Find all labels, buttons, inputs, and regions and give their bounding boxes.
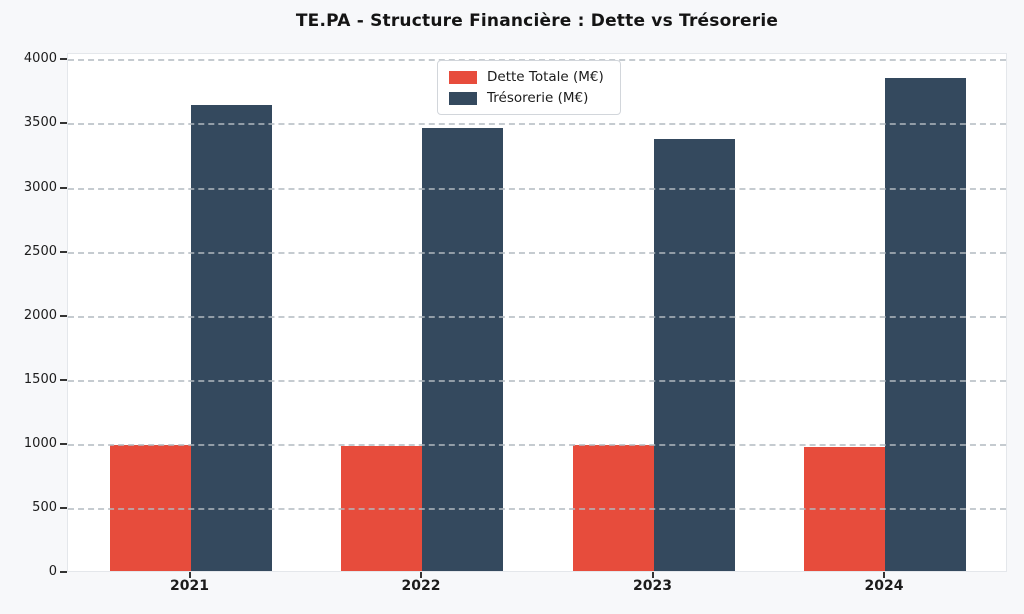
bar-tresorerie-2022 — [422, 128, 503, 571]
y-tick-label-500: 500 — [32, 499, 57, 515]
y-tick-mark — [60, 442, 67, 445]
y-tick-label-2500: 2500 — [23, 243, 57, 259]
y-tick-mark — [60, 186, 67, 189]
chart-title: TE.PA - Structure Financière : Dette vs … — [295, 11, 779, 31]
bar-tresorerie-2021 — [190, 105, 272, 571]
gridline-2500 — [68, 251, 1006, 254]
bar-tresorerie-2023 — [653, 139, 735, 571]
y-tick-label-1000: 1000 — [23, 435, 57, 451]
y-tick-mark — [60, 571, 67, 573]
legend-label: Trésorerie (M€) — [487, 90, 589, 106]
gridline-3000 — [68, 187, 1006, 190]
legend-label: Dette Totale (M€) — [487, 69, 604, 85]
y-tick-mark — [60, 378, 67, 381]
gridline-3500 — [68, 123, 1006, 126]
x-tick-mark — [188, 572, 191, 578]
x-tick-label-2021: 2021 — [170, 578, 209, 594]
y-tick-label-3000: 3000 — [23, 179, 57, 195]
x-tick-mark — [651, 572, 654, 578]
y-tick-label-3500: 3500 — [23, 115, 57, 131]
gridline-1000 — [68, 443, 1006, 446]
gridline-500 — [68, 507, 1006, 510]
y-tick-mark — [60, 122, 67, 125]
legend: Dette Totale (M€) Trésorerie (M€) — [437, 60, 621, 115]
y-tick-mark — [60, 58, 67, 61]
x-tick-mark — [420, 572, 422, 578]
gridline-1500 — [68, 379, 1006, 382]
y-tick-mark — [60, 506, 67, 509]
x-tick-label-2024: 2024 — [864, 578, 904, 594]
gridline-2000 — [68, 315, 1006, 318]
y-tick-label-0: 0 — [48, 564, 57, 579]
x-tick-label-2023: 2023 — [633, 578, 672, 594]
x-tick-mark — [883, 572, 885, 578]
x-tick-label-2022: 2022 — [401, 578, 441, 594]
y-axis-tick-labels: 0 500 1000 1500 2000 2500 3000 3500 4000 — [0, 51, 57, 579]
legend-item-tresorerie: Trésorerie (M€) — [449, 90, 604, 106]
y-tick-label-1500: 1500 — [23, 371, 57, 387]
plot-area — [67, 53, 1007, 572]
y-tick-label-2000: 2000 — [23, 307, 57, 323]
legend-swatch-icon — [449, 70, 477, 84]
y-tick-mark — [60, 250, 67, 253]
legend-swatch-icon — [449, 91, 477, 105]
bar-tresorerie-2024 — [885, 78, 966, 571]
y-tick-mark — [60, 314, 67, 317]
legend-item-dette: Dette Totale (M€) — [449, 69, 604, 85]
y-tick-label-4000: 4000 — [23, 51, 57, 67]
x-axis-tick-labels: 2021 2022 2023 2024 — [67, 578, 1007, 600]
